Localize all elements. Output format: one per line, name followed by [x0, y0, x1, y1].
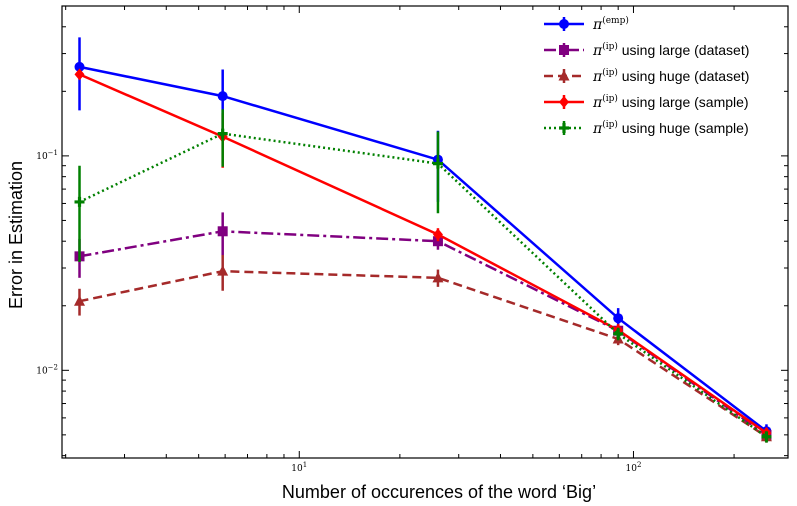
data-point — [432, 228, 443, 241]
data-point — [74, 295, 86, 306]
data-point — [613, 313, 624, 324]
legend-marker — [559, 45, 569, 55]
data-point — [217, 91, 228, 102]
legend-entry-5: π(ip) using huge (sample) — [544, 119, 749, 137]
legend-label: π(ip) using huge (dataset) — [592, 67, 749, 85]
legend-entry-2: π(ip) using large (dataset) — [544, 41, 749, 59]
x-axis-title: Number of occurences of the word ‘Big’ — [282, 482, 596, 502]
x-tick-label: 102 — [626, 461, 642, 474]
y-tick-label: 10−1 — [36, 149, 58, 162]
legend-label: π(ip) using large (dataset) — [592, 41, 749, 59]
legend: π(emp) π(ip) using large (dataset) π(ip) u… — [544, 15, 749, 137]
axis-ticks: 101 102 10−1 10−2 — [36, 5, 788, 474]
series-3 — [74, 254, 772, 443]
x-tick-label: 101 — [291, 461, 307, 474]
data-point — [217, 226, 228, 237]
data-point — [217, 128, 228, 139]
plot-marks — [74, 37, 772, 443]
legend-label: π(ip) using large (sample) — [592, 93, 749, 111]
data-point — [761, 431, 772, 442]
series-5 — [74, 109, 772, 443]
series-2 — [74, 212, 772, 441]
data-point — [74, 68, 85, 81]
legend-label: π(ip) using huge (sample) — [592, 119, 749, 137]
series-line — [78, 132, 768, 438]
y-tick-label: 10−2 — [36, 363, 58, 376]
data-point — [74, 196, 85, 207]
plot-frame — [61, 5, 789, 459]
legend-marker — [559, 96, 569, 108]
data-point — [432, 271, 444, 283]
legend-entry-1: π(emp) — [544, 15, 629, 33]
legend-marker — [558, 70, 570, 81]
data-point — [613, 328, 624, 339]
series-line — [79, 230, 768, 436]
data-point — [217, 265, 229, 276]
data-point — [432, 158, 443, 169]
legend-entry-4: π(ip) using large (sample) — [544, 93, 749, 111]
legend-marker — [559, 123, 569, 133]
legend-entry-3: π(ip) using huge (dataset) — [544, 67, 749, 85]
data-point — [74, 61, 85, 72]
legend-label: π(emp) — [592, 15, 629, 33]
legend-marker — [559, 19, 569, 29]
y-axis-title: Error in Estimation — [6, 161, 26, 309]
